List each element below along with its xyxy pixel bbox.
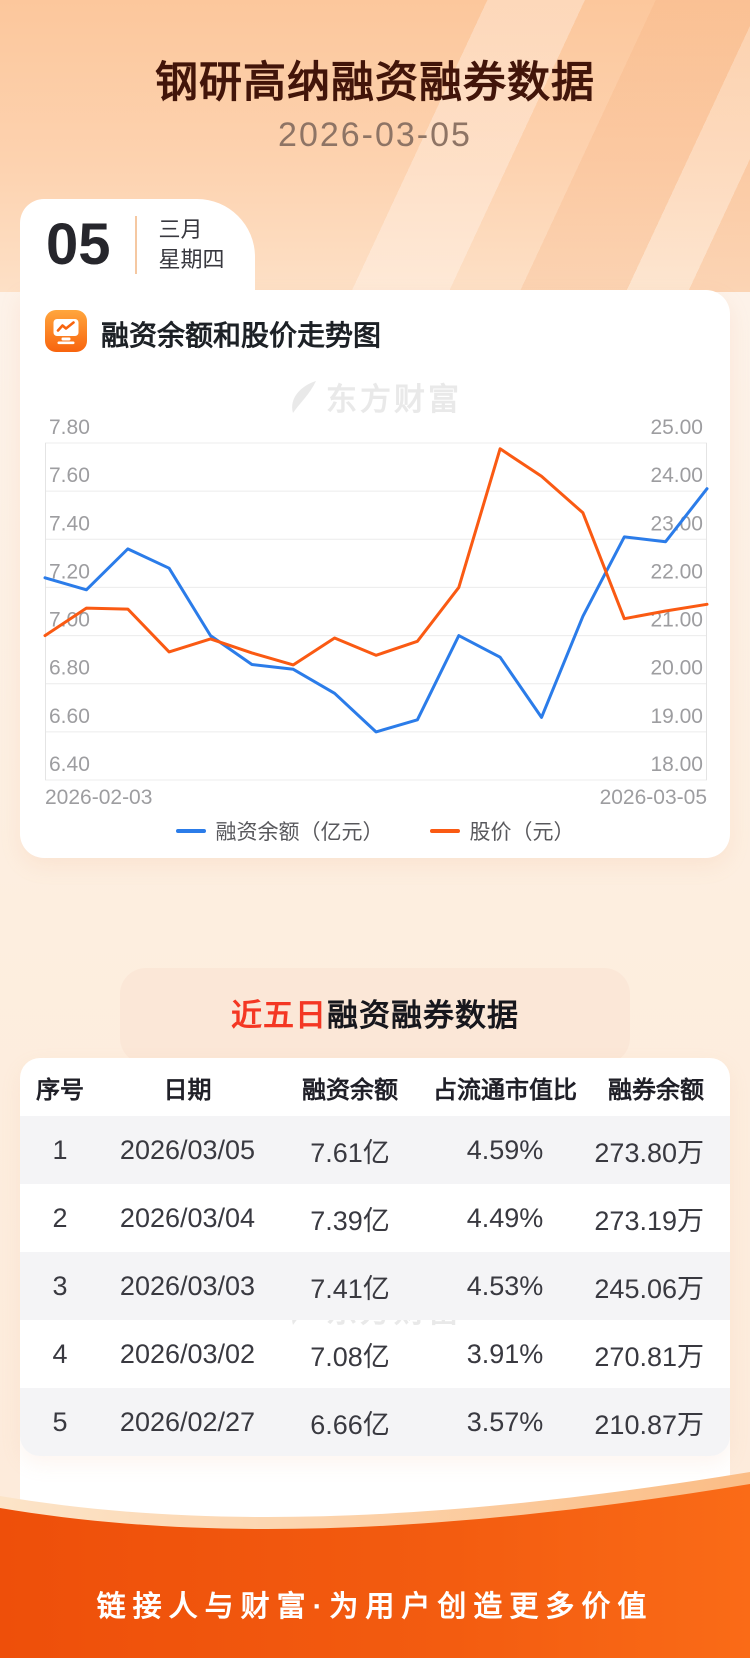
left-axis-tick: 6.40 (49, 753, 90, 776)
table-cell: 7.41亿 (310, 1273, 390, 1304)
series-line-1 (43, 447, 709, 667)
date-day: 05 (46, 212, 111, 277)
column-header: 日期 (163, 1076, 212, 1104)
table-cell: 2026/03/03 (119, 1270, 256, 1301)
table-cell: 273.80万 (594, 1137, 704, 1168)
table-cell: 2026/03/02 (119, 1338, 256, 1369)
table-section-banner: 近五日融资融券数据 (120, 968, 630, 1064)
table-row: 3 2026/03/03 7.41亿 4.53% 245.06万 (20, 1252, 730, 1320)
left-axis-tick: 6.80 (49, 657, 90, 680)
left-axis-tick: 7.80 (49, 416, 90, 439)
right-axis-tick: 18.00 (650, 753, 703, 776)
date-weekday: 星期四 (158, 247, 225, 272)
table-cell: 7.39亿 (310, 1205, 390, 1236)
column-header: 序号 (36, 1076, 84, 1104)
right-axis-tick: 23.00 (650, 512, 703, 535)
page-date: 2026-03-05 (278, 116, 472, 154)
footer-slogan: 链接人与财富·为用户创造更多价值 (96, 1591, 654, 1623)
left-axis-tick: 7.20 (49, 560, 90, 583)
table-cell: 210.87万 (594, 1409, 704, 1440)
right-axis-tick: 19.00 (650, 705, 703, 728)
table-header-row: 序号 日期 融资余额 占流通市值比 融券余额 (20, 1058, 730, 1116)
x-axis-end-label: 2026-03-05 (599, 786, 707, 809)
x-axis-start-label: 2026-02-03 (45, 786, 153, 809)
legend-item: 融资余额（亿元） (175, 816, 384, 846)
table-cell: 4.59% (466, 1134, 544, 1165)
table-row: 4 2026/03/02 7.08亿 3.91% 270.81万 (20, 1320, 730, 1388)
left-axis-tick: 7.60 (49, 464, 90, 487)
table-cell: 2026/02/27 (119, 1406, 256, 1437)
table-title-highlight: 近五日 (231, 998, 327, 1033)
right-axis-tick: 22.00 (650, 560, 703, 583)
table-cell: 7.61亿 (310, 1137, 390, 1168)
table-cell: 2026/03/05 (119, 1134, 256, 1165)
date-month: 三月 (158, 217, 203, 242)
table-cell: 7.08亿 (310, 1341, 390, 1372)
series-line-0 (43, 487, 709, 734)
table-cell: 245.06万 (594, 1273, 704, 1304)
footer-wave (0, 1472, 750, 1658)
watermark-chart: 东方财富 (20, 374, 730, 419)
legend-marker (175, 829, 206, 833)
eastmoney-swirl-icon (292, 380, 316, 413)
table-cell: 4.49% (466, 1202, 544, 1233)
chart-card: 融资余额和股价走势图 东方财富 7.80 25.00 7.60 24.00 7.40 23… (20, 290, 730, 858)
column-header: 融资余额 (302, 1076, 398, 1104)
right-axis-tick: 20.00 (650, 657, 703, 680)
table-section-title: 近五日融资融券数据 (231, 998, 519, 1033)
table-cell: 3 (52, 1270, 68, 1301)
table-cell: 1 (52, 1134, 68, 1165)
chart-header: 融资余额和股价走势图 (45, 310, 381, 357)
left-axis-tick: 7.40 (49, 512, 90, 535)
legend-marker (429, 829, 460, 833)
left-axis-tick: 6.60 (49, 705, 90, 728)
chart-monitor-icon (45, 310, 87, 357)
date-info: 三月 星期四 (159, 215, 225, 275)
right-axis-tick: 21.00 (650, 609, 703, 632)
table-row: 1 2026/03/05 7.61亿 4.59% 273.80万 (20, 1116, 730, 1184)
table-row: 2 2026/03/04 7.39亿 4.49% 273.19万 (20, 1184, 730, 1252)
date-card: 05 三月 星期四 (20, 199, 255, 291)
column-header: 融券余额 (608, 1076, 704, 1104)
chart-legend: 融资余额（亿元） 股价（元） (20, 816, 730, 846)
legend-label: 融资余额（亿元） (215, 821, 384, 844)
date-divider (134, 216, 137, 274)
table-cell: 4 (52, 1338, 68, 1369)
table-cell: 2 (52, 1202, 68, 1233)
watermark-text: 东方财富 (326, 382, 462, 417)
table-cell: 6.66亿 (310, 1409, 390, 1440)
table-body: 1 2026/03/05 7.61亿 4.59% 273.80万 2 2026/03/04 7… (20, 1116, 730, 1456)
table-cell: 3.91% (466, 1338, 544, 1369)
table-cell: 5 (52, 1406, 68, 1437)
table-title-rest: 融资融券数据 (327, 998, 519, 1033)
table-cell: 273.19万 (594, 1205, 704, 1236)
margin-data-table: 序号 日期 融资余额 占流通市值比 融券余额 1 2026/03/05 7.61亿 4.59%… (20, 1058, 730, 1456)
page-title: 钢研高纳融资融券数据 (155, 59, 595, 107)
table-row: 5 2026/02/27 6.66亿 3.57% 210.87万 (20, 1388, 730, 1456)
table-cell: 2026/03/04 (119, 1202, 256, 1233)
chart-section-title: 融资余额和股价走势图 (101, 319, 382, 351)
table-cell: 3.57% (466, 1406, 544, 1437)
right-axis-tick: 25.00 (650, 416, 703, 439)
column-header: 占流通市值比 (433, 1076, 577, 1104)
line-chart-plot: 7.80 25.00 7.60 24.00 7.40 23.00 7.20 22.00 7.00… (43, 416, 709, 781)
table-cell: 4.53% (466, 1270, 544, 1301)
legend-item: 股价（元） (429, 816, 575, 846)
legend-label: 股价（元） (469, 821, 575, 844)
table-cell: 270.81万 (594, 1341, 704, 1372)
right-axis-tick: 24.00 (650, 464, 703, 487)
